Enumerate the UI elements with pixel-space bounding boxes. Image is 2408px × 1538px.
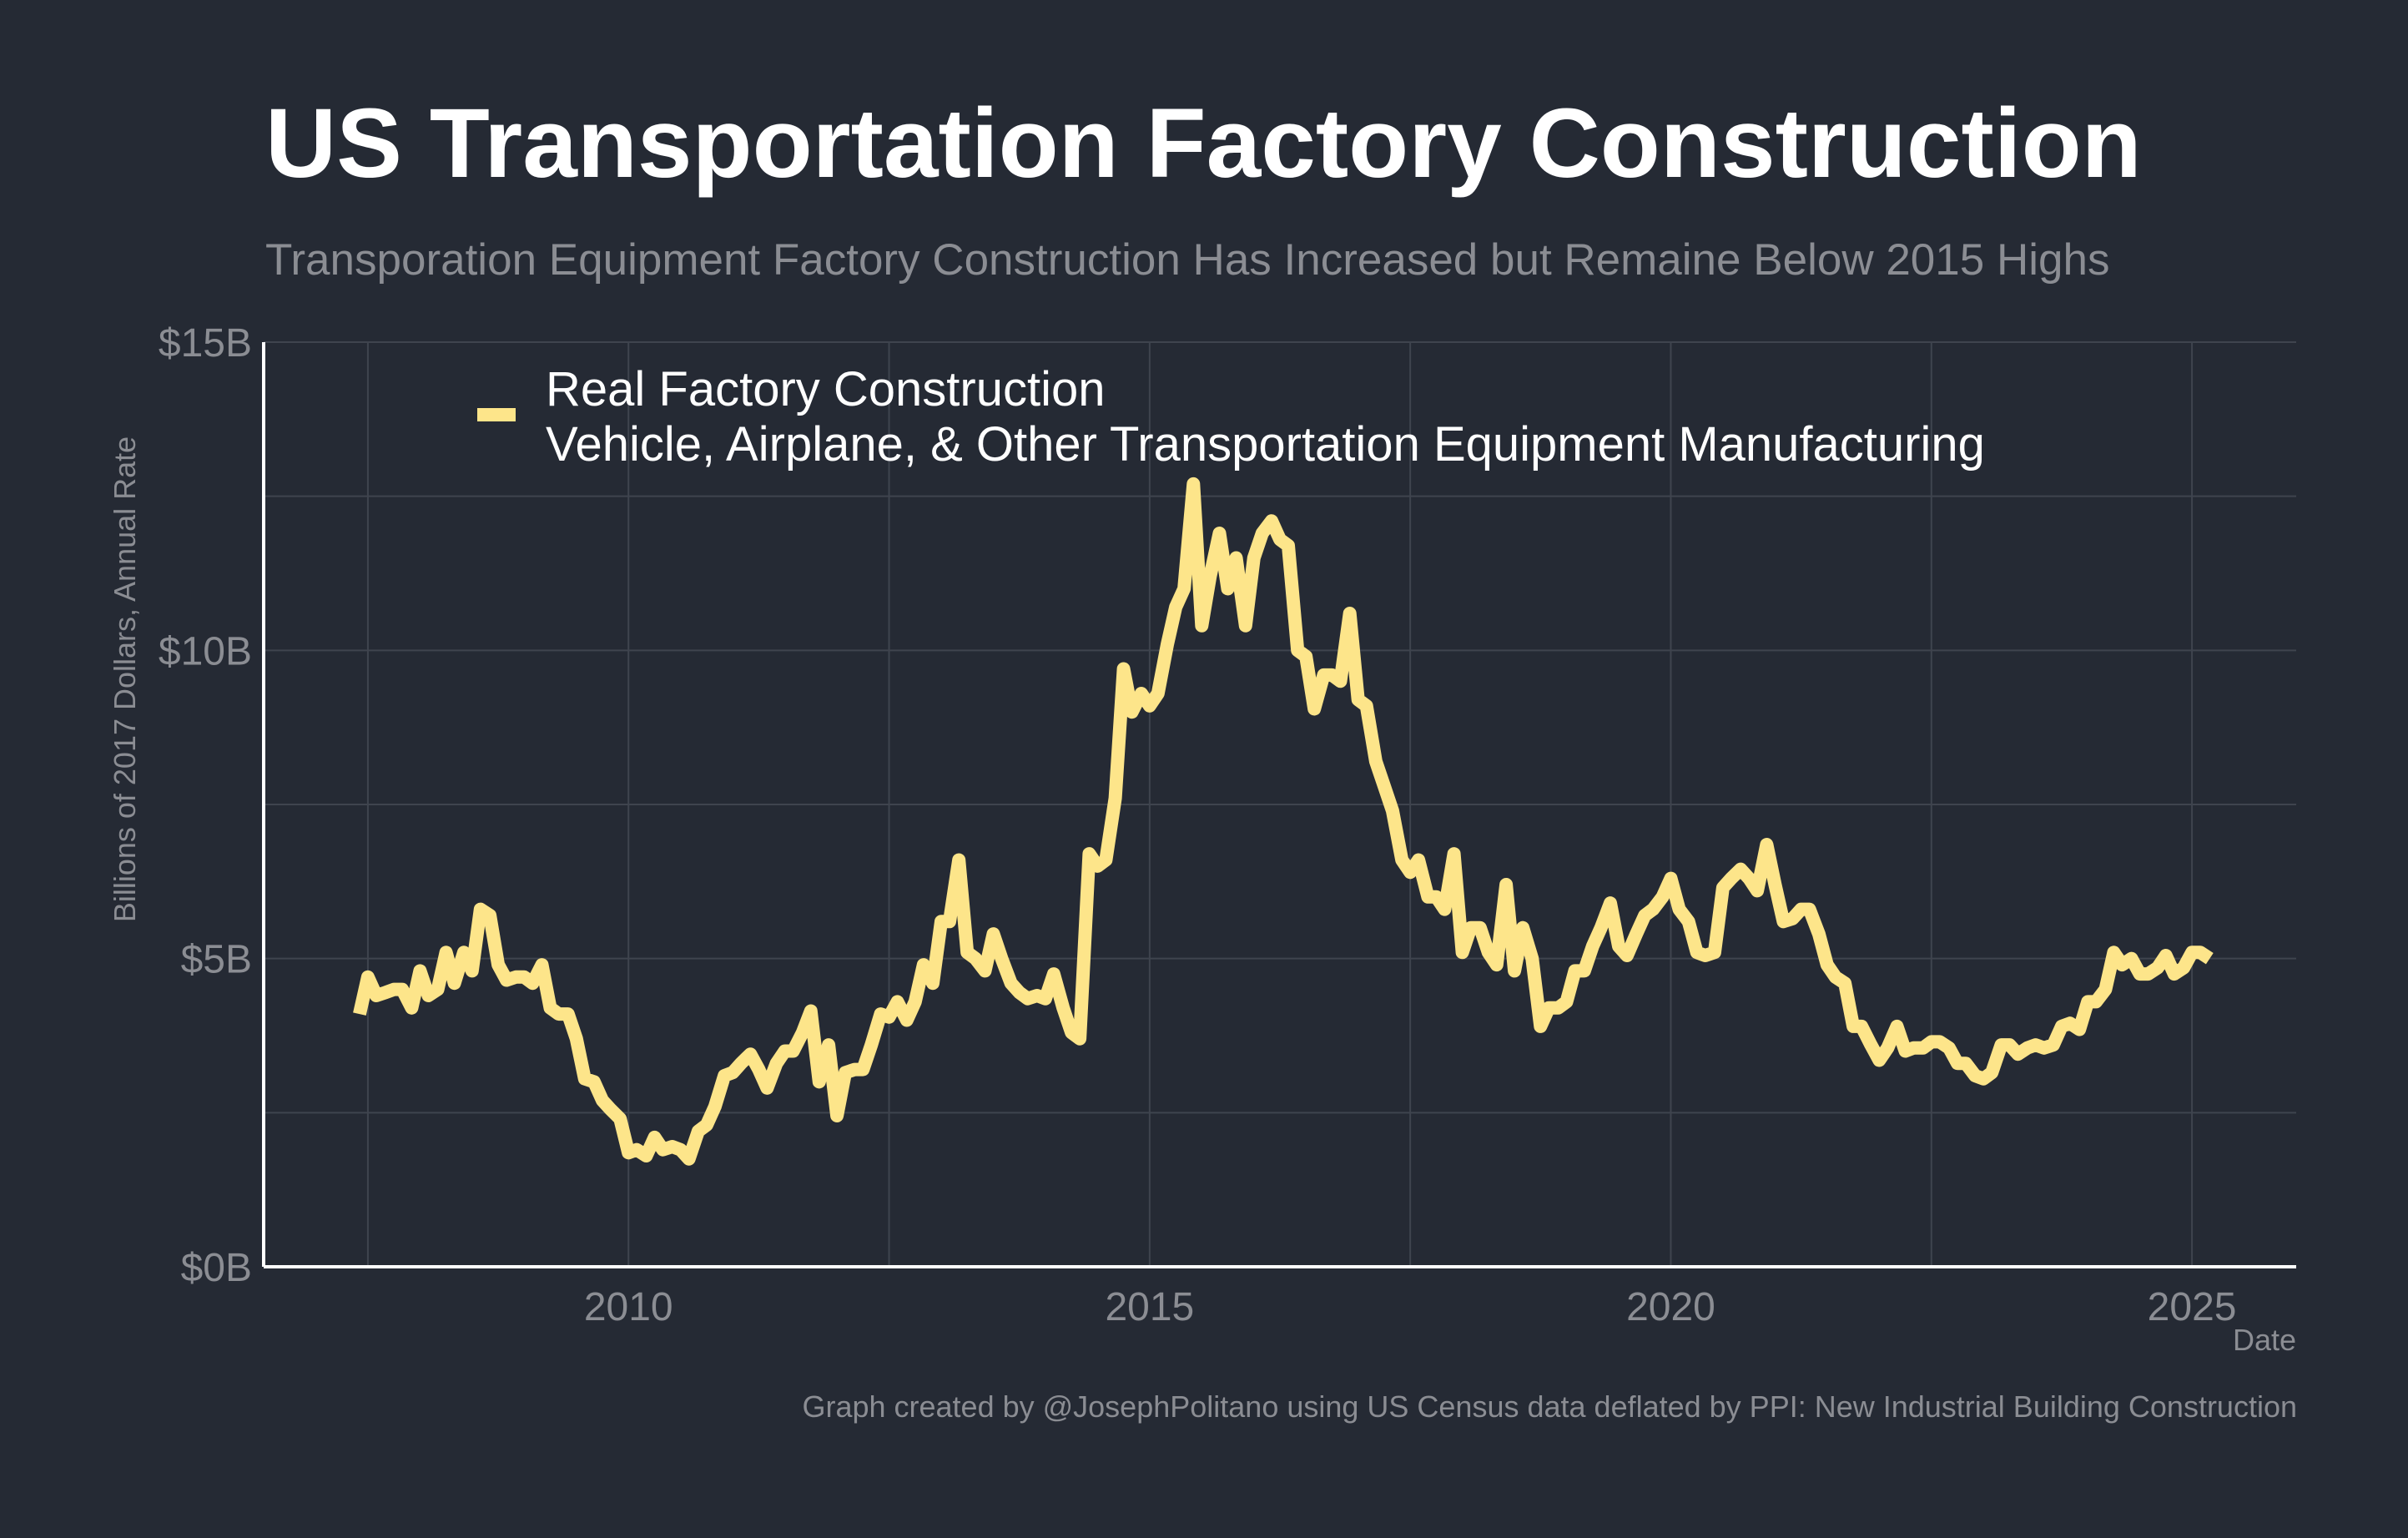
legend-swatch [477,408,516,421]
x-tick-label: 2025 [2148,1285,2237,1329]
chart-title: US Transportation Factory Construction [265,88,2142,199]
y-axis-label: Billions of 2017 Dollars, Annual Rate [108,436,142,922]
x-tick-label: 2015 [1105,1285,1194,1329]
y-tick-label: $15B [159,321,252,366]
legend-label-line2: Vehicle, Airplane, & Other Transportatio… [546,417,1985,471]
y-tick-labels: $0B $5B $10B $15B [159,321,252,1290]
x-tick-label: 2010 [584,1285,673,1329]
series-group [353,477,2214,1166]
x-tick-labels: 2010 2015 2020 2025 [584,1285,2237,1329]
legend: Real Factory Construction Vehicle, Airpl… [477,362,1985,471]
series-line [353,477,2214,1166]
legend-label-line1: Real Factory Construction [546,362,1105,416]
source-caption: Graph created by @JosephPolitano using U… [802,1389,2297,1424]
chart-subtitle: Transporation Equipment Factory Construc… [265,235,2110,285]
y-tick-label: $5B [181,938,252,982]
y-tick-label: $0B [181,1246,252,1290]
x-axis-label: Date [2233,1323,2296,1357]
x-tick-label: 2020 [1626,1285,1715,1329]
axes [262,342,2296,1268]
gridlines [264,341,2296,1267]
y-tick-label: $10B [159,629,252,673]
